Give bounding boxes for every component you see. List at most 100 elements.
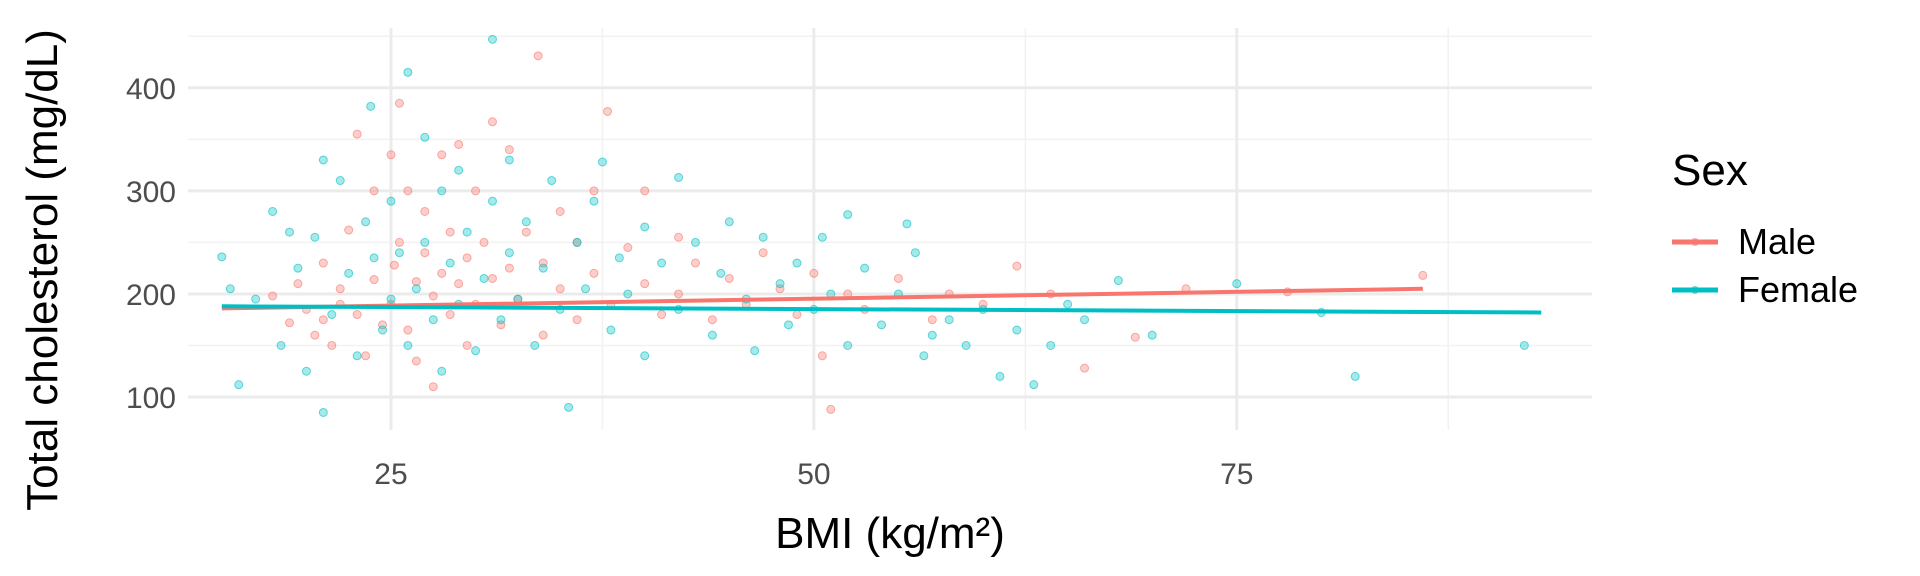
point-female [674, 172, 684, 182]
point-female [504, 155, 514, 165]
point-female [251, 294, 261, 304]
y-axis-title: Total cholesterol (mg/dL) [18, 29, 67, 511]
point-male [589, 268, 599, 278]
major-grid [188, 28, 1592, 430]
point-male [411, 277, 421, 287]
point-female [572, 237, 582, 247]
point-male [674, 232, 684, 242]
point-male [707, 315, 717, 325]
point-female [606, 325, 616, 335]
point-male [623, 243, 633, 253]
minor-grid [188, 28, 1592, 430]
point-male [437, 268, 447, 278]
point-female [784, 320, 794, 330]
point-male [327, 340, 337, 350]
legend-key-female-point [1691, 286, 1699, 294]
point-female [454, 165, 464, 175]
point-male [437, 150, 447, 160]
point-male [792, 310, 802, 320]
point-female [403, 67, 413, 77]
point-male [389, 260, 399, 270]
point-female [366, 101, 376, 111]
point-male [361, 351, 371, 361]
point-female [775, 279, 785, 289]
point-male [445, 227, 455, 237]
point-female [640, 222, 650, 232]
point-female [301, 366, 311, 376]
point-male [420, 206, 430, 216]
point-male [310, 330, 320, 340]
point-female [521, 217, 531, 227]
legend: Sex Male Female [1672, 146, 1858, 310]
point-male [1130, 332, 1140, 342]
point-female [437, 186, 447, 196]
point-male [386, 150, 396, 160]
point-male [572, 315, 582, 325]
point-female [910, 248, 920, 258]
point-female [547, 176, 557, 186]
point-female [504, 248, 514, 258]
point-female [335, 176, 345, 186]
point-male [674, 289, 684, 299]
point-female [310, 232, 320, 242]
point-female [564, 402, 574, 412]
point-female [369, 253, 379, 263]
point-female [487, 196, 497, 206]
point-female [530, 340, 540, 350]
point-male [352, 129, 362, 139]
point-female [420, 237, 430, 247]
point-female [817, 232, 827, 242]
point-female [403, 340, 413, 350]
point-female [352, 351, 362, 361]
point-male [335, 284, 345, 294]
point-female [792, 258, 802, 268]
point-male [555, 284, 565, 294]
x-axis-title: BMI (kg/m²) [775, 509, 1005, 558]
point-female [1232, 279, 1242, 289]
point-female [1147, 330, 1157, 340]
point-male [758, 248, 768, 258]
point-male [1080, 363, 1090, 373]
trend-line-female [221, 304, 1542, 315]
point-female [361, 217, 371, 227]
point-female [462, 227, 472, 237]
point-male [318, 258, 328, 268]
legend-label-female: Female [1738, 269, 1858, 310]
point-male [411, 356, 421, 366]
point-female [961, 340, 971, 350]
point-female [724, 217, 734, 227]
y-tick-label: 200 [126, 279, 176, 312]
legend-title: Sex [1672, 146, 1748, 195]
point-female [919, 351, 929, 361]
point-female [758, 232, 768, 242]
point-female [623, 289, 633, 299]
point-female [327, 310, 337, 320]
point-male [589, 186, 599, 196]
point-female [581, 284, 591, 294]
point-female [479, 273, 489, 283]
point-male [893, 273, 903, 283]
point-female [276, 340, 286, 350]
point-female [614, 253, 624, 263]
point-female [640, 351, 650, 361]
y-tick-label: 300 [126, 176, 176, 209]
trend-lines [221, 286, 1542, 315]
point-female [877, 320, 887, 330]
point-female [597, 157, 607, 167]
point-female [234, 380, 244, 390]
point-female [657, 258, 667, 268]
point-female [344, 268, 354, 278]
point-male [504, 145, 514, 155]
point-male [479, 237, 489, 247]
point-female [750, 346, 760, 356]
point-male [284, 318, 294, 328]
point-female [1063, 299, 1073, 309]
point-female [1029, 380, 1039, 390]
point-female [1350, 371, 1360, 381]
point-male [428, 291, 438, 301]
point-female [1113, 276, 1123, 286]
point-female [428, 315, 438, 325]
point-male [420, 248, 430, 258]
point-male [826, 404, 836, 414]
